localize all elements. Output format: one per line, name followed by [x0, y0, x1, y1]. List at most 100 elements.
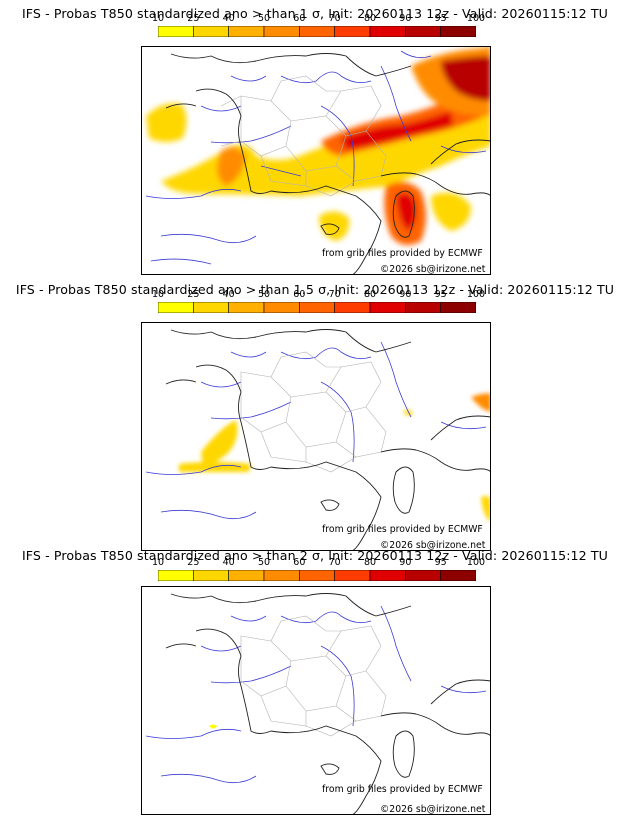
coastlines [165, 329, 491, 551]
prob-area-landes [217, 147, 246, 186]
copyright-credit: ©2026 sb@irizone.net [380, 264, 486, 275]
colorbar-tick-label: 40 [222, 13, 235, 24]
panel-title: IFS - Probas T850 standardized ano > tha… [21, 548, 608, 563]
colorbar-segment [405, 570, 441, 581]
colorbar-tick-label: 10 [151, 289, 165, 300]
prob-area-alps-core [341, 111, 453, 150]
colorbar-segment [228, 570, 265, 581]
colorbar-segment [334, 302, 371, 313]
colorbar [158, 302, 476, 313]
colorbar-tick-label: 60 [293, 557, 306, 568]
probability-map [141, 586, 491, 815]
ecmwf-credit: from grib files provided by ECMWF [322, 524, 483, 535]
colorbar-segment [440, 570, 476, 581]
regional-boundaries [240, 351, 387, 473]
colorbar-segment [369, 570, 406, 581]
colorbar-segment [158, 302, 194, 313]
colorbar-segment [263, 302, 300, 313]
probability-map [141, 46, 491, 275]
colorbar-segment [263, 26, 300, 37]
colorbar-labels: 10 25 40 50 60 70 80 90 95 100 [150, 13, 490, 25]
colorbar-tick-label: 80 [363, 13, 377, 24]
colorbar-tick-label: 95 [434, 289, 447, 300]
colorbar-tick-label: 95 [434, 13, 447, 24]
colorbar-tick-label: 95 [434, 557, 447, 568]
colorbar-tick-label: 90 [399, 289, 412, 300]
prob-area-northeast [471, 393, 491, 412]
colorbar-segment [299, 26, 335, 37]
colorbar-tick-label: 70 [328, 13, 341, 24]
rivers [145, 341, 487, 520]
colorbar-tick-label: 60 [293, 13, 306, 24]
prob-area-corsica-core [396, 192, 417, 231]
colorbar-tick-label: 90 [399, 557, 412, 568]
probability-map [141, 322, 491, 551]
colorbar-labels: 10 25 40 50 60 70 80 90 95 100 [150, 557, 490, 569]
ecmwf-credit: from grib files provided by ECMWF [322, 248, 483, 259]
colorbar-tick-label: 60 [293, 289, 306, 300]
rivers [145, 605, 487, 784]
panel-title: IFS - Probas T850 standardized ano > tha… [15, 282, 615, 297]
colorbar [158, 26, 476, 37]
colorbar-tick-label: 10 [151, 557, 165, 568]
panel-title: IFS - Probas T850 standardized ano > tha… [21, 6, 608, 21]
colorbar-tick-label: 50 [257, 13, 271, 24]
colorbar-tick-label: 25 [187, 557, 200, 568]
colorbar-tick-label: 100 [466, 289, 486, 300]
colorbar-segment [334, 570, 371, 581]
map-panel-3: IFS - Probas T850 standardized ano > tha… [0, 548, 630, 828]
copyright-credit: ©2026 sb@irizone.net [380, 804, 486, 815]
map-frame [141, 586, 491, 815]
colorbar-segment [369, 26, 406, 37]
ecmwf-credit: from grib files provided by ECMWF [322, 784, 483, 795]
colorbar-tick-label: 70 [328, 557, 341, 568]
colorbar-segment [405, 302, 441, 313]
colorbar-segment [263, 570, 300, 581]
regional-boundaries [220, 75, 387, 197]
prob-area-alps [403, 409, 413, 416]
colorbar-segment [193, 26, 229, 37]
colorbar-segment [334, 26, 371, 37]
map-frame [141, 322, 491, 551]
colorbar-tick-label: 40 [222, 289, 235, 300]
colorbar-segment [193, 302, 229, 313]
probability-fields [209, 724, 217, 729]
colorbar-tick-label: 50 [257, 289, 271, 300]
probability-fields [146, 46, 491, 245]
colorbar-segment [405, 26, 441, 37]
colorbar-segment [193, 570, 229, 581]
colorbar-tick-label: 70 [328, 289, 341, 300]
colorbar-tick-label: 80 [363, 557, 377, 568]
colorbar-segment [440, 26, 476, 37]
map-background [141, 322, 491, 551]
map-frame [141, 46, 491, 275]
colorbar-tick-label: 100 [466, 557, 486, 568]
colorbar-segment [299, 302, 335, 313]
prob-area-landes [201, 420, 238, 467]
colorbar-tick-label: 80 [363, 289, 377, 300]
colorbar-segment [158, 570, 194, 581]
prob-area-pyrenees [209, 724, 217, 729]
map-panel-1: IFS - Probas T850 standardized ano > tha… [0, 0, 630, 276]
prob-area-biscay [146, 103, 187, 142]
copyright-credit: ©2026 sb@irizone.net [380, 540, 486, 551]
colorbar-labels: 10 25 40 50 60 70 80 90 95 100 [150, 289, 490, 301]
coastlines [165, 593, 491, 815]
colorbar-segment [228, 302, 265, 313]
colorbar-segment [228, 26, 265, 37]
prob-area-northeast-core [441, 56, 491, 101]
colorbar-segment [369, 302, 406, 313]
prob-area-corsica [481, 496, 491, 522]
colorbar [158, 570, 476, 581]
prob-area-balearic [319, 211, 350, 241]
colorbar-tick-label: 100 [466, 13, 486, 24]
colorbar-segment [158, 26, 194, 37]
map-background [141, 586, 491, 815]
colorbar-tick-label: 40 [222, 557, 235, 568]
colorbar-segment [440, 302, 476, 313]
prob-area-south-band [161, 86, 491, 196]
colorbar-tick-label: 50 [257, 557, 271, 568]
map-panel-2: IFS - Probas T850 standardized ano > tha… [0, 276, 630, 552]
coastlines [165, 53, 491, 275]
colorbar-segment [299, 570, 335, 581]
